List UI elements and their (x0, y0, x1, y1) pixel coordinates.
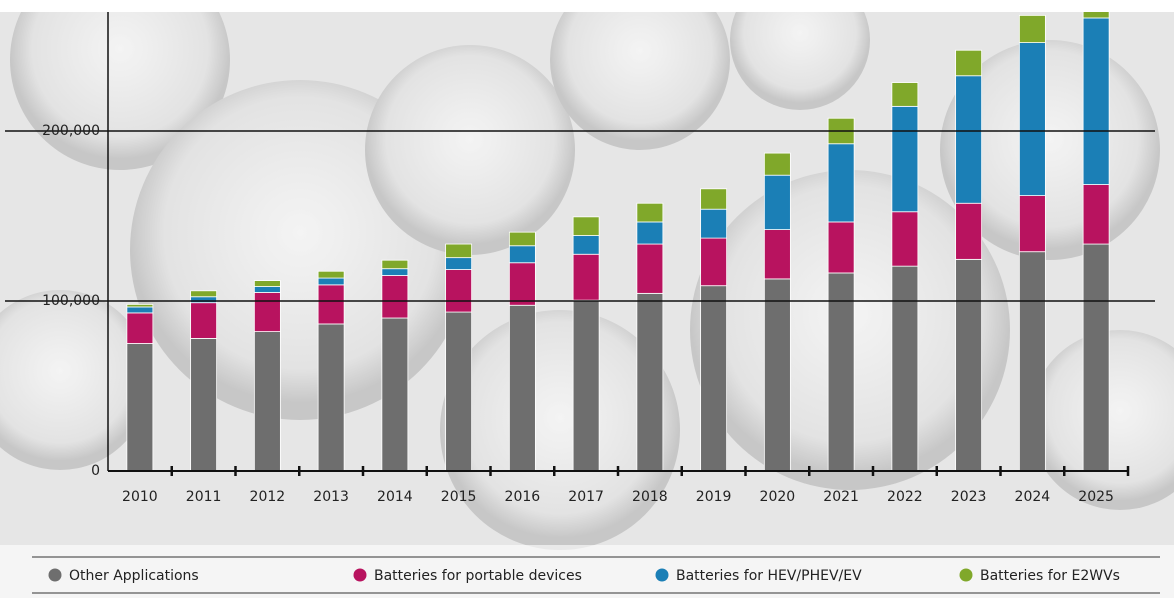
bar-segment (445, 257, 473, 270)
bar-segment (190, 302, 218, 339)
y-tick-label: 0 (91, 463, 100, 479)
legend-label: Batteries for HEV/PHEV/EV (676, 568, 862, 584)
x-tick-label: 2018 (632, 489, 668, 505)
bar-segment (253, 286, 281, 293)
bar-segment (827, 143, 855, 223)
bar-segment (508, 245, 536, 264)
legend-item: Batteries for HEV/PHEV/EV (655, 568, 862, 584)
bar-segment (381, 275, 409, 319)
bar-segment (126, 303, 154, 308)
bar-segment (317, 277, 345, 286)
bar-segment (891, 211, 919, 267)
legend-label: Batteries for portable devices (374, 568, 582, 584)
bar-segment (763, 229, 791, 280)
bar-segment (1018, 251, 1046, 472)
legend-swatch (655, 568, 669, 582)
bar-segment (763, 152, 791, 176)
bar-segment (445, 243, 473, 259)
bar-segment (508, 262, 536, 306)
bar-segment (572, 235, 600, 255)
x-tick-label: 2019 (696, 489, 732, 505)
x-tick-label: 2020 (760, 489, 796, 505)
bar-segment (253, 292, 281, 332)
bar-segment (253, 331, 281, 472)
bar-segment (763, 174, 791, 230)
bar-segment (891, 82, 919, 107)
bar-segment (955, 258, 983, 472)
bar-segment (253, 280, 281, 287)
bar-segment (891, 105, 919, 213)
legend-item: Batteries for portable devices (353, 568, 582, 584)
legend-swatch (48, 568, 62, 582)
x-tick-label: 2011 (186, 489, 222, 505)
bar-segment (190, 296, 218, 304)
bar-segment (827, 272, 855, 472)
x-tick-label: 2012 (250, 489, 286, 505)
y-tick-label: 100,000 (42, 293, 100, 309)
bar-segment (1082, 12, 1110, 19)
bar-segment (317, 270, 345, 279)
bar-segment (891, 265, 919, 472)
bar-segment (1082, 17, 1110, 185)
bar-segment (955, 202, 983, 260)
bar-segment (827, 221, 855, 274)
bar-segment (126, 343, 154, 472)
bar-segment (1018, 195, 1046, 253)
bar-segment (445, 311, 473, 472)
legend-swatch (959, 568, 973, 582)
bar-segment (381, 317, 409, 472)
bar-segment (126, 306, 154, 314)
bar-segment (381, 268, 409, 276)
x-tick-label: 2024 (1015, 489, 1051, 505)
bar-segment (1018, 42, 1046, 196)
legend-label: Other Applications (69, 568, 199, 584)
x-tick-label: 2010 (122, 489, 158, 505)
bar-segment (636, 243, 664, 294)
bar-segment (636, 292, 664, 472)
x-tick-label: 2023 (951, 489, 987, 505)
bar-segment (955, 75, 983, 204)
bar-segment (955, 49, 983, 77)
x-tick-label: 2016 (505, 489, 541, 505)
bar-segment (445, 269, 473, 313)
bar-segment (700, 208, 728, 239)
bar-segment (317, 323, 345, 472)
bar-segment (636, 202, 664, 223)
x-tick-label: 2022 (887, 489, 923, 505)
x-tick-label: 2017 (568, 489, 604, 505)
bar-segment (317, 284, 345, 325)
x-tick-label: 2015 (441, 489, 477, 505)
x-tick-label: 2014 (377, 489, 413, 505)
bar-segment (126, 312, 154, 344)
bar-segment (1082, 184, 1110, 245)
bar-segment (700, 285, 728, 472)
bar-segment (763, 278, 791, 472)
y-tick-label: 200,000 (42, 123, 100, 139)
bar-segment (381, 259, 409, 270)
x-tick-label: 2013 (313, 489, 349, 505)
x-tick-label: 2025 (1078, 489, 1114, 505)
legend-item: Other Applications (48, 568, 199, 584)
bar-segment (572, 299, 600, 472)
bar-segment (508, 304, 536, 472)
bar-segment (572, 253, 600, 301)
legend-label: Batteries for E2WVs (980, 568, 1120, 584)
bar-segment (1082, 243, 1110, 472)
x-tick-label: 2021 (823, 489, 859, 505)
bar-segment (700, 188, 728, 210)
bar-segment (1018, 14, 1046, 44)
bar-segment (190, 290, 218, 298)
legend-item: Batteries for E2WVs (959, 568, 1120, 584)
bar-segment (572, 216, 600, 236)
bar-segment (508, 231, 536, 247)
bar-segment (636, 221, 664, 245)
bar-segment (700, 237, 728, 287)
bar-segment (190, 337, 218, 472)
legend-swatch (353, 568, 367, 582)
plot-area (126, 12, 1110, 472)
